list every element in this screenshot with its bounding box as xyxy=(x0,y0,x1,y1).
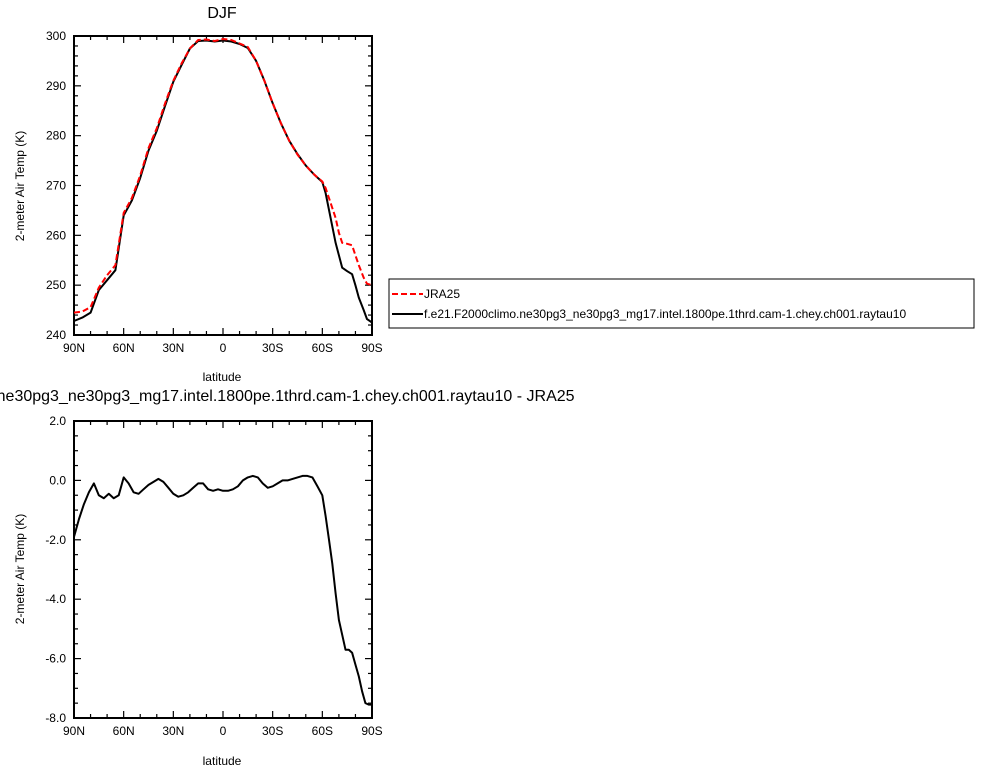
bottom-chart-y-axis-label: 2-meter Air Temp (K) xyxy=(13,514,27,624)
plot-frame xyxy=(73,35,373,336)
y-tick-label: 270 xyxy=(46,179,66,193)
y-tick-label: 2.0 xyxy=(49,414,66,428)
y-tick-label: -2.0 xyxy=(45,533,66,547)
y-tick-label: 240 xyxy=(46,328,66,342)
x-tick-label: 60S xyxy=(312,341,333,355)
top-chart-title: DJF xyxy=(207,5,237,22)
y-tick-label: -8.0 xyxy=(45,711,66,725)
x-tick-label: 60N xyxy=(113,341,135,355)
legend-label-model: f.e21.F2000climo.ne30pg3_ne30pg3_mg17.in… xyxy=(424,307,906,321)
top-chart-plot-area: 90N 60N 30N 0 30S 60S 90S 300 290 280 270 260 250 240 xyxy=(46,29,383,355)
plot-frame xyxy=(73,420,373,719)
top-chart-y-axis-label: 2-meter Air Temp (K) xyxy=(13,131,27,241)
top-chart-x-axis-label: latitude xyxy=(203,370,242,384)
y-tick-label: 300 xyxy=(46,29,66,43)
x-tick-label: 0 xyxy=(220,724,227,738)
y-tick-label: -6.0 xyxy=(45,652,66,666)
legend-box xyxy=(388,278,975,329)
y-tick-label: 250 xyxy=(46,278,66,292)
x-tick-label: 60N xyxy=(113,724,135,738)
legend-label-jra25: JRA25 xyxy=(424,287,460,301)
x-tick-label: 90S xyxy=(361,724,382,738)
top-chart-legend: JRA25 f.e21.F2000climo.ne30pg3_ne30pg3_m… xyxy=(388,278,975,329)
x-tick-label: 0 xyxy=(220,341,227,355)
y-tick-label: 280 xyxy=(46,129,66,143)
y-tick-label: 290 xyxy=(46,79,66,93)
x-tick-label: 30N xyxy=(162,341,184,355)
x-tick-label: 90N xyxy=(63,341,85,355)
x-tick-label: 60S xyxy=(312,724,333,738)
x-tick-label: 30S xyxy=(262,724,283,738)
bottom-chart-x-axis-label: latitude xyxy=(203,754,242,768)
y-tick-label: 0.0 xyxy=(49,473,66,487)
y-tick-label: 260 xyxy=(46,228,66,242)
x-tick-label: 90S xyxy=(361,341,382,355)
x-tick-label: 90N xyxy=(63,724,85,738)
series-line-a xyxy=(73,474,372,706)
y-tick-label: -4.0 xyxy=(45,592,66,606)
series-line-a xyxy=(73,39,373,324)
x-tick-label: 30S xyxy=(262,341,283,355)
x-tick-label: 30N xyxy=(162,724,184,738)
bottom-chart-plot-area: 90N 60N 30N 0 30S 60S 90S 2.0 0.0 -2.0 -4.0 -6.0 -8.… xyxy=(45,414,382,738)
series-line-b xyxy=(73,38,373,314)
bottom-chart-title: f.e21.F2000climo.ne30pg3_ne30pg3_mg17.in… xyxy=(0,388,575,405)
